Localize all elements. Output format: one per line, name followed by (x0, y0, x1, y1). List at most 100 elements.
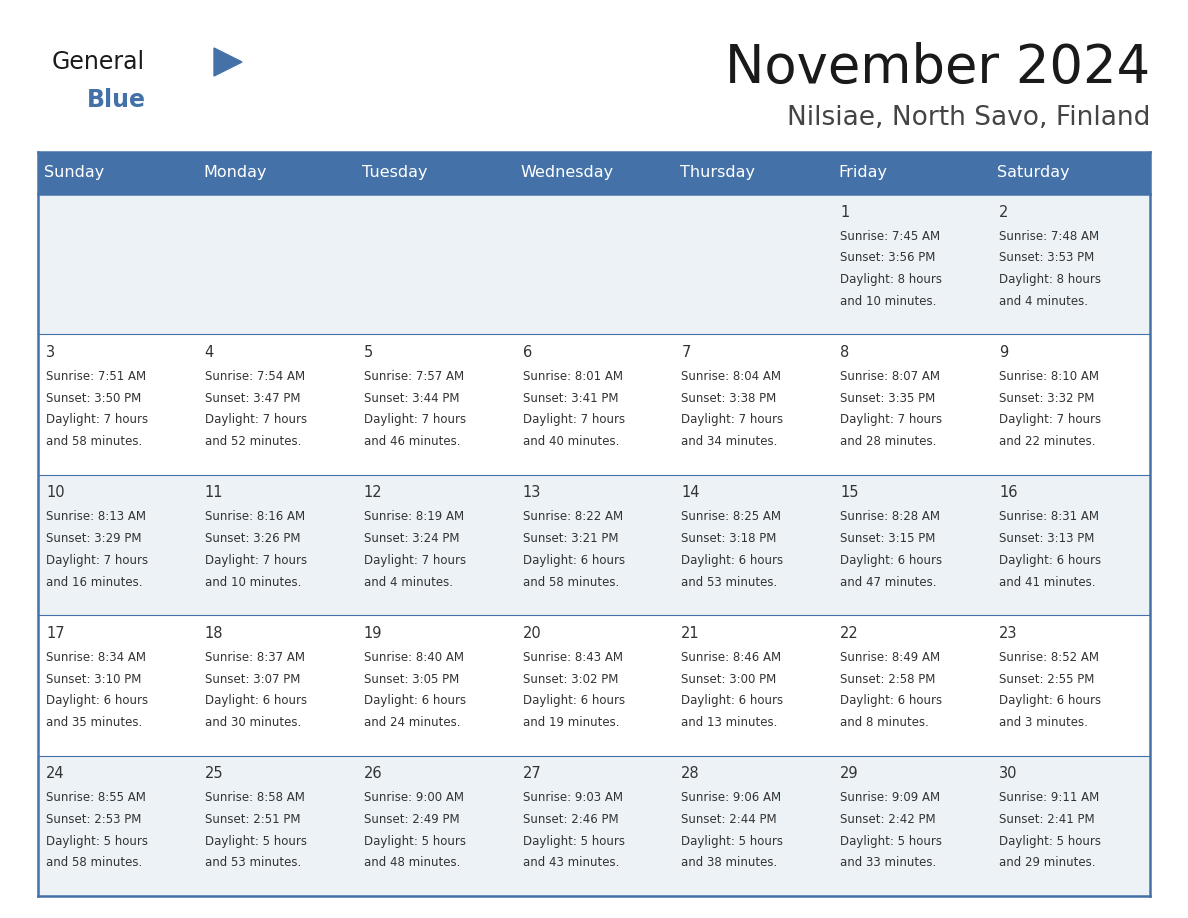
Bar (197, 756, 355, 896)
Text: 28: 28 (682, 767, 700, 781)
Text: Daylight: 6 hours: Daylight: 6 hours (682, 694, 784, 707)
Text: November 2024: November 2024 (725, 42, 1150, 94)
Text: Sunrise: 8:31 AM: Sunrise: 8:31 AM (999, 510, 1099, 523)
Text: Daylight: 7 hours: Daylight: 7 hours (999, 413, 1101, 427)
Text: 8: 8 (840, 345, 849, 360)
Text: Sunset: 2:49 PM: Sunset: 2:49 PM (364, 813, 460, 826)
Bar (355, 194, 514, 334)
Text: Sunrise: 9:06 AM: Sunrise: 9:06 AM (682, 791, 782, 804)
Text: Sunset: 3:32 PM: Sunset: 3:32 PM (999, 392, 1094, 405)
Text: Sunset: 2:44 PM: Sunset: 2:44 PM (682, 813, 777, 826)
Text: Sunset: 2:53 PM: Sunset: 2:53 PM (46, 813, 141, 826)
Text: and 53 minutes.: and 53 minutes. (204, 856, 301, 869)
Bar (991, 194, 1150, 334)
Text: Sunset: 3:53 PM: Sunset: 3:53 PM (999, 252, 1094, 264)
Bar (833, 615, 991, 756)
Text: 20: 20 (523, 626, 542, 641)
Text: Sunset: 2:55 PM: Sunset: 2:55 PM (999, 673, 1094, 686)
Text: and 3 minutes.: and 3 minutes. (999, 716, 1088, 729)
Bar (197, 615, 355, 756)
Text: 11: 11 (204, 486, 223, 500)
Text: General: General (52, 50, 145, 74)
Text: and 29 minutes.: and 29 minutes. (999, 856, 1095, 869)
Text: and 4 minutes.: and 4 minutes. (999, 295, 1088, 308)
Text: 7: 7 (682, 345, 690, 360)
Text: Sunrise: 8:22 AM: Sunrise: 8:22 AM (523, 510, 623, 523)
Text: Sunrise: 8:55 AM: Sunrise: 8:55 AM (46, 791, 146, 804)
Text: Daylight: 6 hours: Daylight: 6 hours (999, 694, 1101, 707)
Bar (197, 334, 355, 475)
Bar (38, 756, 197, 896)
Bar (38, 334, 197, 475)
Text: Daylight: 7 hours: Daylight: 7 hours (204, 413, 307, 427)
Text: and 43 minutes.: and 43 minutes. (523, 856, 619, 869)
Text: Sunset: 3:35 PM: Sunset: 3:35 PM (840, 392, 935, 405)
Text: Daylight: 6 hours: Daylight: 6 hours (364, 694, 466, 707)
Text: Sunset: 3:21 PM: Sunset: 3:21 PM (523, 532, 618, 545)
Text: Sunset: 3:13 PM: Sunset: 3:13 PM (999, 532, 1094, 545)
Text: Sunrise: 8:46 AM: Sunrise: 8:46 AM (682, 651, 782, 664)
Text: and 19 minutes.: and 19 minutes. (523, 716, 619, 729)
Text: and 4 minutes.: and 4 minutes. (364, 576, 453, 588)
Text: Daylight: 6 hours: Daylight: 6 hours (523, 554, 625, 567)
Text: Sunday: Sunday (44, 165, 105, 181)
Bar (355, 756, 514, 896)
Text: Daylight: 6 hours: Daylight: 6 hours (682, 554, 784, 567)
Text: 13: 13 (523, 486, 541, 500)
Text: and 38 minutes.: and 38 minutes. (682, 856, 778, 869)
Text: Sunrise: 7:57 AM: Sunrise: 7:57 AM (364, 370, 463, 383)
Text: and 46 minutes.: and 46 minutes. (364, 435, 460, 448)
Text: Daylight: 7 hours: Daylight: 7 hours (840, 413, 942, 427)
Text: Daylight: 6 hours: Daylight: 6 hours (840, 554, 942, 567)
Text: Blue: Blue (87, 88, 146, 112)
Text: Sunset: 2:51 PM: Sunset: 2:51 PM (204, 813, 301, 826)
Text: Sunset: 2:41 PM: Sunset: 2:41 PM (999, 813, 1094, 826)
Bar (514, 615, 674, 756)
Text: 2: 2 (999, 205, 1009, 219)
Bar (833, 756, 991, 896)
Text: Daylight: 5 hours: Daylight: 5 hours (682, 834, 783, 847)
Bar (991, 334, 1150, 475)
Text: Sunrise: 8:04 AM: Sunrise: 8:04 AM (682, 370, 782, 383)
Text: Sunset: 3:44 PM: Sunset: 3:44 PM (364, 392, 459, 405)
Text: Sunset: 3:26 PM: Sunset: 3:26 PM (204, 532, 301, 545)
Bar (833, 475, 991, 615)
Text: Sunset: 3:18 PM: Sunset: 3:18 PM (682, 532, 777, 545)
Bar (355, 475, 514, 615)
Text: Sunset: 2:42 PM: Sunset: 2:42 PM (840, 813, 936, 826)
Text: Daylight: 8 hours: Daylight: 8 hours (999, 273, 1101, 286)
Text: Wednesday: Wednesday (520, 165, 614, 181)
Text: Sunrise: 8:10 AM: Sunrise: 8:10 AM (999, 370, 1099, 383)
Bar (674, 615, 833, 756)
Text: 15: 15 (840, 486, 859, 500)
Text: Saturday: Saturday (998, 165, 1070, 181)
Text: Thursday: Thursday (680, 165, 754, 181)
Text: Sunset: 3:56 PM: Sunset: 3:56 PM (840, 252, 936, 264)
Text: Daylight: 7 hours: Daylight: 7 hours (364, 554, 466, 567)
Text: Sunset: 3:02 PM: Sunset: 3:02 PM (523, 673, 618, 686)
Text: Sunrise: 7:45 AM: Sunrise: 7:45 AM (840, 230, 941, 242)
Text: 16: 16 (999, 486, 1018, 500)
Text: and 52 minutes.: and 52 minutes. (204, 435, 302, 448)
Text: 22: 22 (840, 626, 859, 641)
Text: Sunrise: 8:16 AM: Sunrise: 8:16 AM (204, 510, 305, 523)
Polygon shape (214, 48, 242, 76)
Text: 21: 21 (682, 626, 700, 641)
Text: Daylight: 7 hours: Daylight: 7 hours (204, 554, 307, 567)
Text: Sunset: 3:05 PM: Sunset: 3:05 PM (364, 673, 459, 686)
Text: and 16 minutes.: and 16 minutes. (46, 576, 143, 588)
Text: Sunrise: 7:48 AM: Sunrise: 7:48 AM (999, 230, 1099, 242)
Text: and 58 minutes.: and 58 minutes. (46, 435, 143, 448)
Text: Friday: Friday (839, 165, 887, 181)
Text: Monday: Monday (203, 165, 267, 181)
Bar (833, 334, 991, 475)
Text: Daylight: 7 hours: Daylight: 7 hours (523, 413, 625, 427)
Text: 26: 26 (364, 767, 383, 781)
Text: Sunset: 3:47 PM: Sunset: 3:47 PM (204, 392, 301, 405)
Bar (514, 334, 674, 475)
Text: Daylight: 6 hours: Daylight: 6 hours (523, 694, 625, 707)
Bar (514, 475, 674, 615)
Text: 30: 30 (999, 767, 1018, 781)
Text: Sunrise: 8:37 AM: Sunrise: 8:37 AM (204, 651, 305, 664)
Text: Daylight: 5 hours: Daylight: 5 hours (840, 834, 942, 847)
